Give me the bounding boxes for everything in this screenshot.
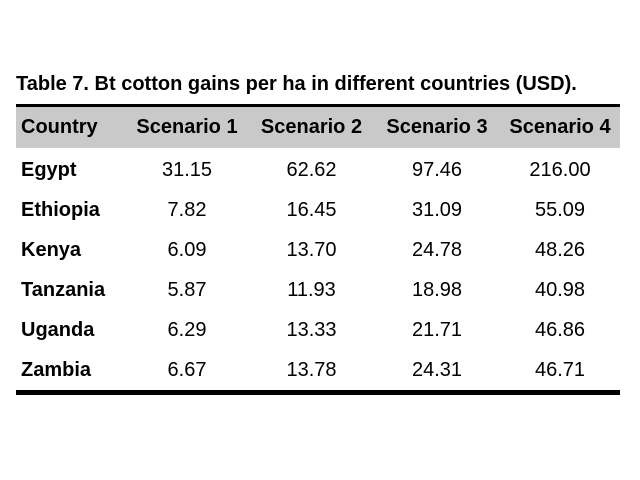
country-cell: Uganda — [21, 318, 95, 341]
country-cell: Tanzania — [21, 278, 106, 301]
table-row: Ethiopia 7.82 16.45 31.09 55.09 — [16, 190, 620, 230]
value-cell: 7.82 — [167, 198, 207, 221]
value-cell: 16.45 — [286, 198, 337, 221]
table-row: Uganda 6.29 13.33 21.71 46.86 — [16, 310, 620, 350]
table-row: Zambia 6.67 13.78 24.31 46.71 — [16, 350, 620, 395]
value-cell: 13.78 — [249, 350, 374, 395]
value-cell: 46.71 — [500, 350, 620, 395]
table-row: Egypt 31.15 62.62 97.46 216.00 — [16, 148, 620, 190]
value-cell: 40.98 — [534, 278, 586, 301]
country-cell: Ethiopia — [21, 198, 100, 221]
country-cell: Egypt — [21, 158, 77, 181]
value-cell: 46.86 — [534, 318, 586, 341]
header-scenario-4: Scenario 4 — [509, 116, 611, 138]
header-scenario-2: Scenario 2 — [260, 116, 363, 138]
value-cell: 18.98 — [411, 278, 463, 301]
value-cell: 13.70 — [286, 238, 337, 261]
country-cell: Zambia — [16, 350, 125, 395]
value-cell: 6.67 — [125, 350, 249, 395]
table-header: Country Scenario 1 Scenario 2 Scenario 3… — [16, 105, 620, 148]
country-cell: Kenya — [21, 238, 82, 261]
table-row: Tanzania 5.87 11.93 18.98 40.98 — [16, 270, 620, 310]
value-cell: 55.09 — [534, 198, 586, 221]
value-cell: 6.09 — [167, 238, 207, 261]
header-scenario-1: Scenario 1 — [136, 116, 238, 138]
value-cell: 21.71 — [411, 318, 463, 341]
table-row: Kenya 6.09 13.70 24.78 48.26 — [16, 230, 620, 270]
value-cell: 62.62 — [286, 158, 337, 181]
value-cell: 216.00 — [529, 158, 591, 181]
value-cell: 6.29 — [167, 318, 207, 341]
gains-table: Country Scenario 1 Scenario 2 Scenario 3… — [16, 104, 620, 395]
table-body: Egypt 31.15 62.62 97.46 216.00 Ethiopia … — [16, 148, 620, 395]
value-cell: 13.33 — [286, 318, 337, 341]
header-country: Country — [21, 116, 98, 138]
value-cell: 48.26 — [534, 238, 586, 261]
header-scenario-3: Scenario 3 — [386, 116, 488, 138]
value-cell: 24.78 — [411, 238, 463, 261]
value-cell: 31.15 — [161, 158, 213, 181]
data-table-container: Country Scenario 1 Scenario 2 Scenario 3… — [16, 104, 620, 395]
value-cell: 24.31 — [374, 350, 500, 395]
value-cell: 97.46 — [411, 158, 463, 181]
value-cell: 11.93 — [287, 278, 336, 301]
value-cell: 5.87 — [167, 278, 207, 301]
table-caption: Table 7. Bt cotton gains per ha in diffe… — [16, 73, 577, 95]
header-row: Country Scenario 1 Scenario 2 Scenario 3… — [16, 105, 620, 148]
value-cell: 31.09 — [411, 198, 463, 221]
